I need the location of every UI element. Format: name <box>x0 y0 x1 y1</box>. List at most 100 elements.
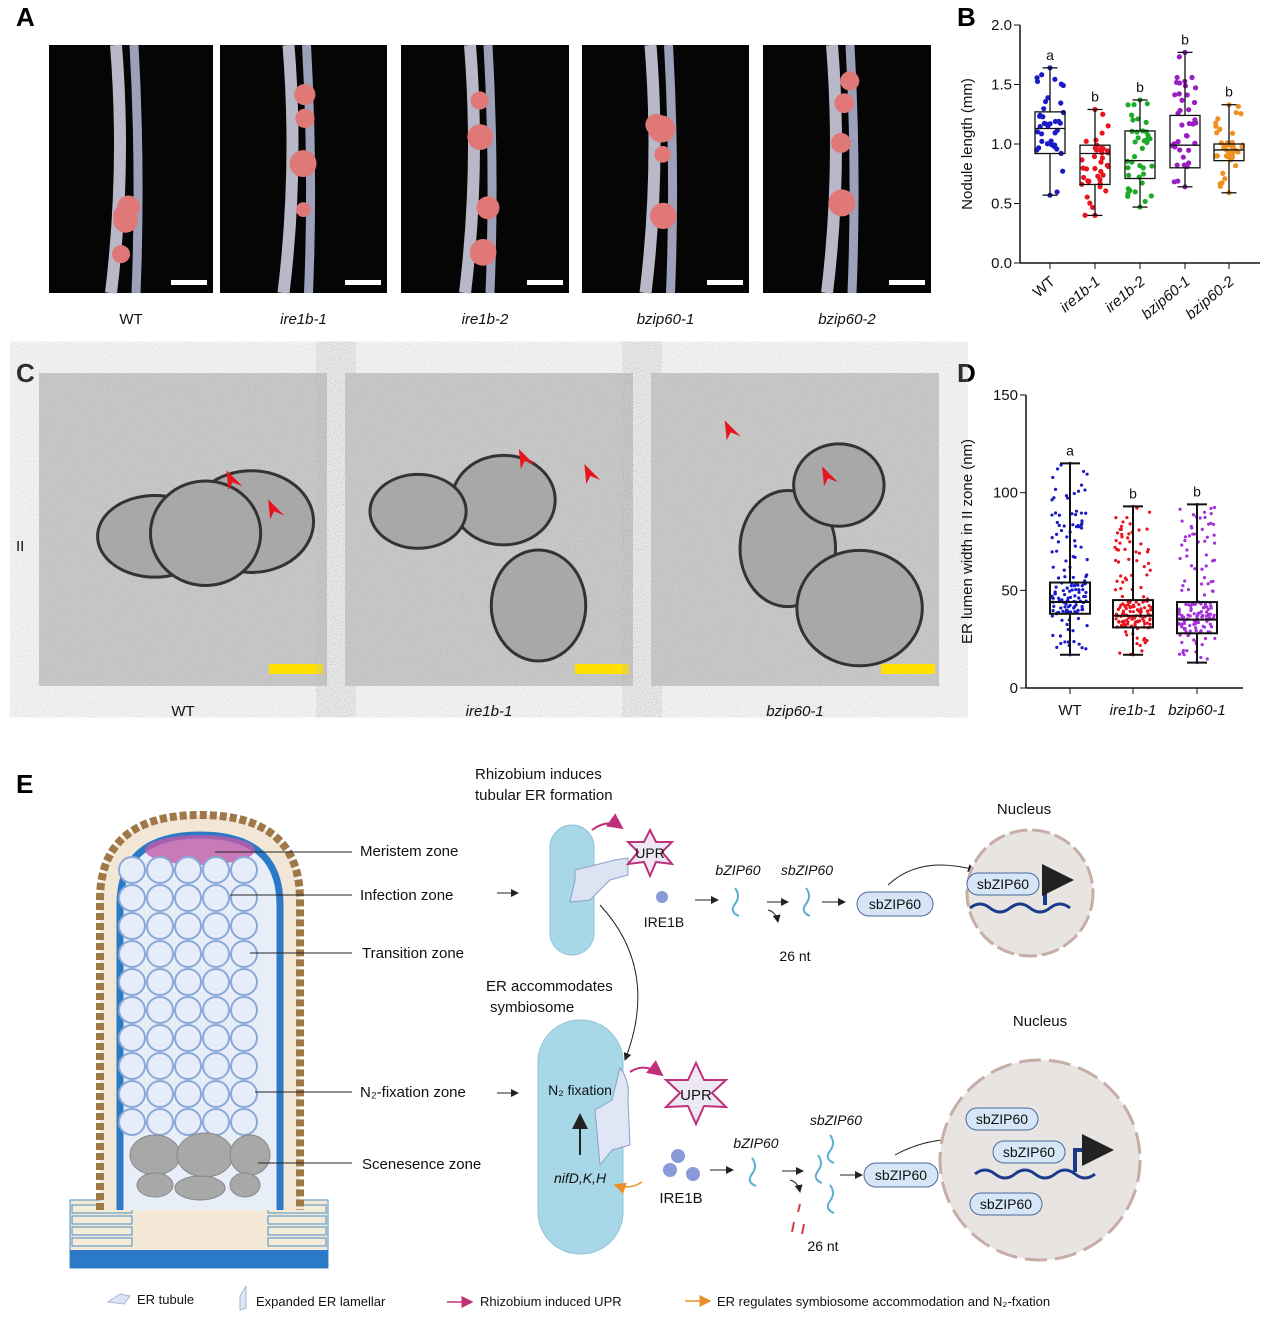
data-point <box>1192 612 1196 616</box>
data-point <box>1190 526 1194 530</box>
data-point <box>1105 123 1111 129</box>
data-point <box>1176 54 1182 60</box>
nodule-photo: bzip60-2 <box>763 44 931 328</box>
data-point <box>1056 576 1061 580</box>
data-point <box>1202 576 1207 580</box>
data-point <box>1212 558 1217 562</box>
box <box>1176 601 1218 635</box>
data-point <box>1091 153 1098 160</box>
data-point <box>1187 534 1192 538</box>
data-point <box>1125 165 1131 171</box>
data-point <box>1177 621 1181 625</box>
data-point <box>1209 506 1213 511</box>
data-point <box>1039 138 1045 144</box>
data-point <box>1211 589 1215 593</box>
data-point <box>1192 622 1196 626</box>
data-point <box>1125 515 1129 520</box>
data-point <box>1128 540 1132 544</box>
data-point <box>1205 535 1209 539</box>
data-point <box>1137 602 1141 607</box>
data-point <box>1080 519 1084 523</box>
zone-label-meristem: Meristem zone <box>360 843 458 860</box>
data-point <box>1212 505 1217 510</box>
data-point <box>1203 602 1208 606</box>
upr-label: UPR <box>635 845 665 861</box>
data-point <box>1072 491 1076 496</box>
x-tick-label: bzip60-1 <box>1139 273 1194 323</box>
data-point <box>1194 626 1198 630</box>
data-point <box>1084 574 1088 579</box>
data-point <box>1183 538 1187 543</box>
arrowhead-icon <box>268 499 285 520</box>
data-point <box>1204 564 1208 568</box>
data-point <box>1141 616 1145 621</box>
scale-bar <box>889 280 925 285</box>
data-point <box>1071 554 1075 559</box>
data-point <box>1077 590 1081 595</box>
data-point <box>1191 532 1195 536</box>
data-point <box>1178 633 1182 637</box>
arrowhead-icon <box>584 464 601 485</box>
zone-label-n2-fixation: N₂-fixation zone <box>360 1084 466 1101</box>
data-point <box>1052 496 1056 500</box>
data-point <box>1142 565 1146 569</box>
data-point <box>1080 604 1084 609</box>
x-tick-label: WT <box>1058 702 1081 719</box>
data-point <box>1053 591 1057 595</box>
data-point <box>1186 634 1190 638</box>
data-point <box>1118 651 1122 655</box>
y-tick-label: 100 <box>993 485 1018 502</box>
mrna-icon <box>731 887 740 917</box>
data-point <box>1114 617 1118 621</box>
data-point <box>1073 583 1077 588</box>
data-point <box>1103 188 1109 194</box>
box <box>1079 144 1111 186</box>
data-point <box>1139 607 1143 611</box>
data-point <box>1058 100 1064 106</box>
significance-letter: b <box>1181 31 1189 47</box>
data-point <box>1212 541 1217 545</box>
zone-label-transition: Transition zone <box>362 945 464 962</box>
data-point <box>1122 622 1126 626</box>
data-point <box>1083 488 1087 492</box>
data-point <box>1133 616 1137 620</box>
data-point <box>1125 102 1131 108</box>
data-point <box>1204 614 1208 618</box>
chart-nodule-length: 0.0 0.5 1.0 1.5 2.0 Nodule length (mm) a WT b ire… <box>959 17 1260 323</box>
data-point <box>1181 648 1186 653</box>
data-point <box>1212 616 1216 620</box>
data-point <box>1175 139 1181 145</box>
26nt-label: 26 nt <box>779 948 810 964</box>
data-point <box>1139 542 1143 546</box>
data-point <box>1137 551 1142 555</box>
data-point <box>1227 150 1233 156</box>
data-point <box>1198 516 1202 520</box>
data-point <box>1205 610 1209 614</box>
sbzip60-protein <box>856 891 934 917</box>
data-point <box>1180 625 1184 629</box>
scale-bar <box>345 280 381 285</box>
data-point <box>1050 550 1054 554</box>
data-point <box>1120 594 1124 599</box>
data-point <box>1141 600 1145 604</box>
top-title-line2: tubular ER formation <box>475 787 613 804</box>
data-point <box>1064 494 1069 498</box>
data-point <box>1066 605 1071 609</box>
data-point <box>1054 189 1060 195</box>
data-point <box>1083 166 1090 172</box>
genotype-label: bzip60-1 <box>766 703 824 720</box>
legend: ER tubule Expanded ER lamellar Rhizobium… <box>106 1285 1050 1311</box>
data-point <box>1115 579 1119 583</box>
data-point <box>1054 532 1059 536</box>
svg-text:sbZIP60: sbZIP60 <box>976 1111 1028 1127</box>
data-point <box>1189 604 1193 608</box>
x-tick-label: bzip60-1 <box>1168 702 1226 719</box>
er-tubule-icon <box>106 1293 131 1305</box>
data-point <box>1189 564 1194 568</box>
data-point <box>1135 642 1139 646</box>
data-point <box>1142 595 1146 599</box>
data-point <box>1052 76 1058 82</box>
data-point <box>1070 588 1074 592</box>
data-point <box>1063 640 1067 644</box>
data-point <box>1062 524 1066 528</box>
